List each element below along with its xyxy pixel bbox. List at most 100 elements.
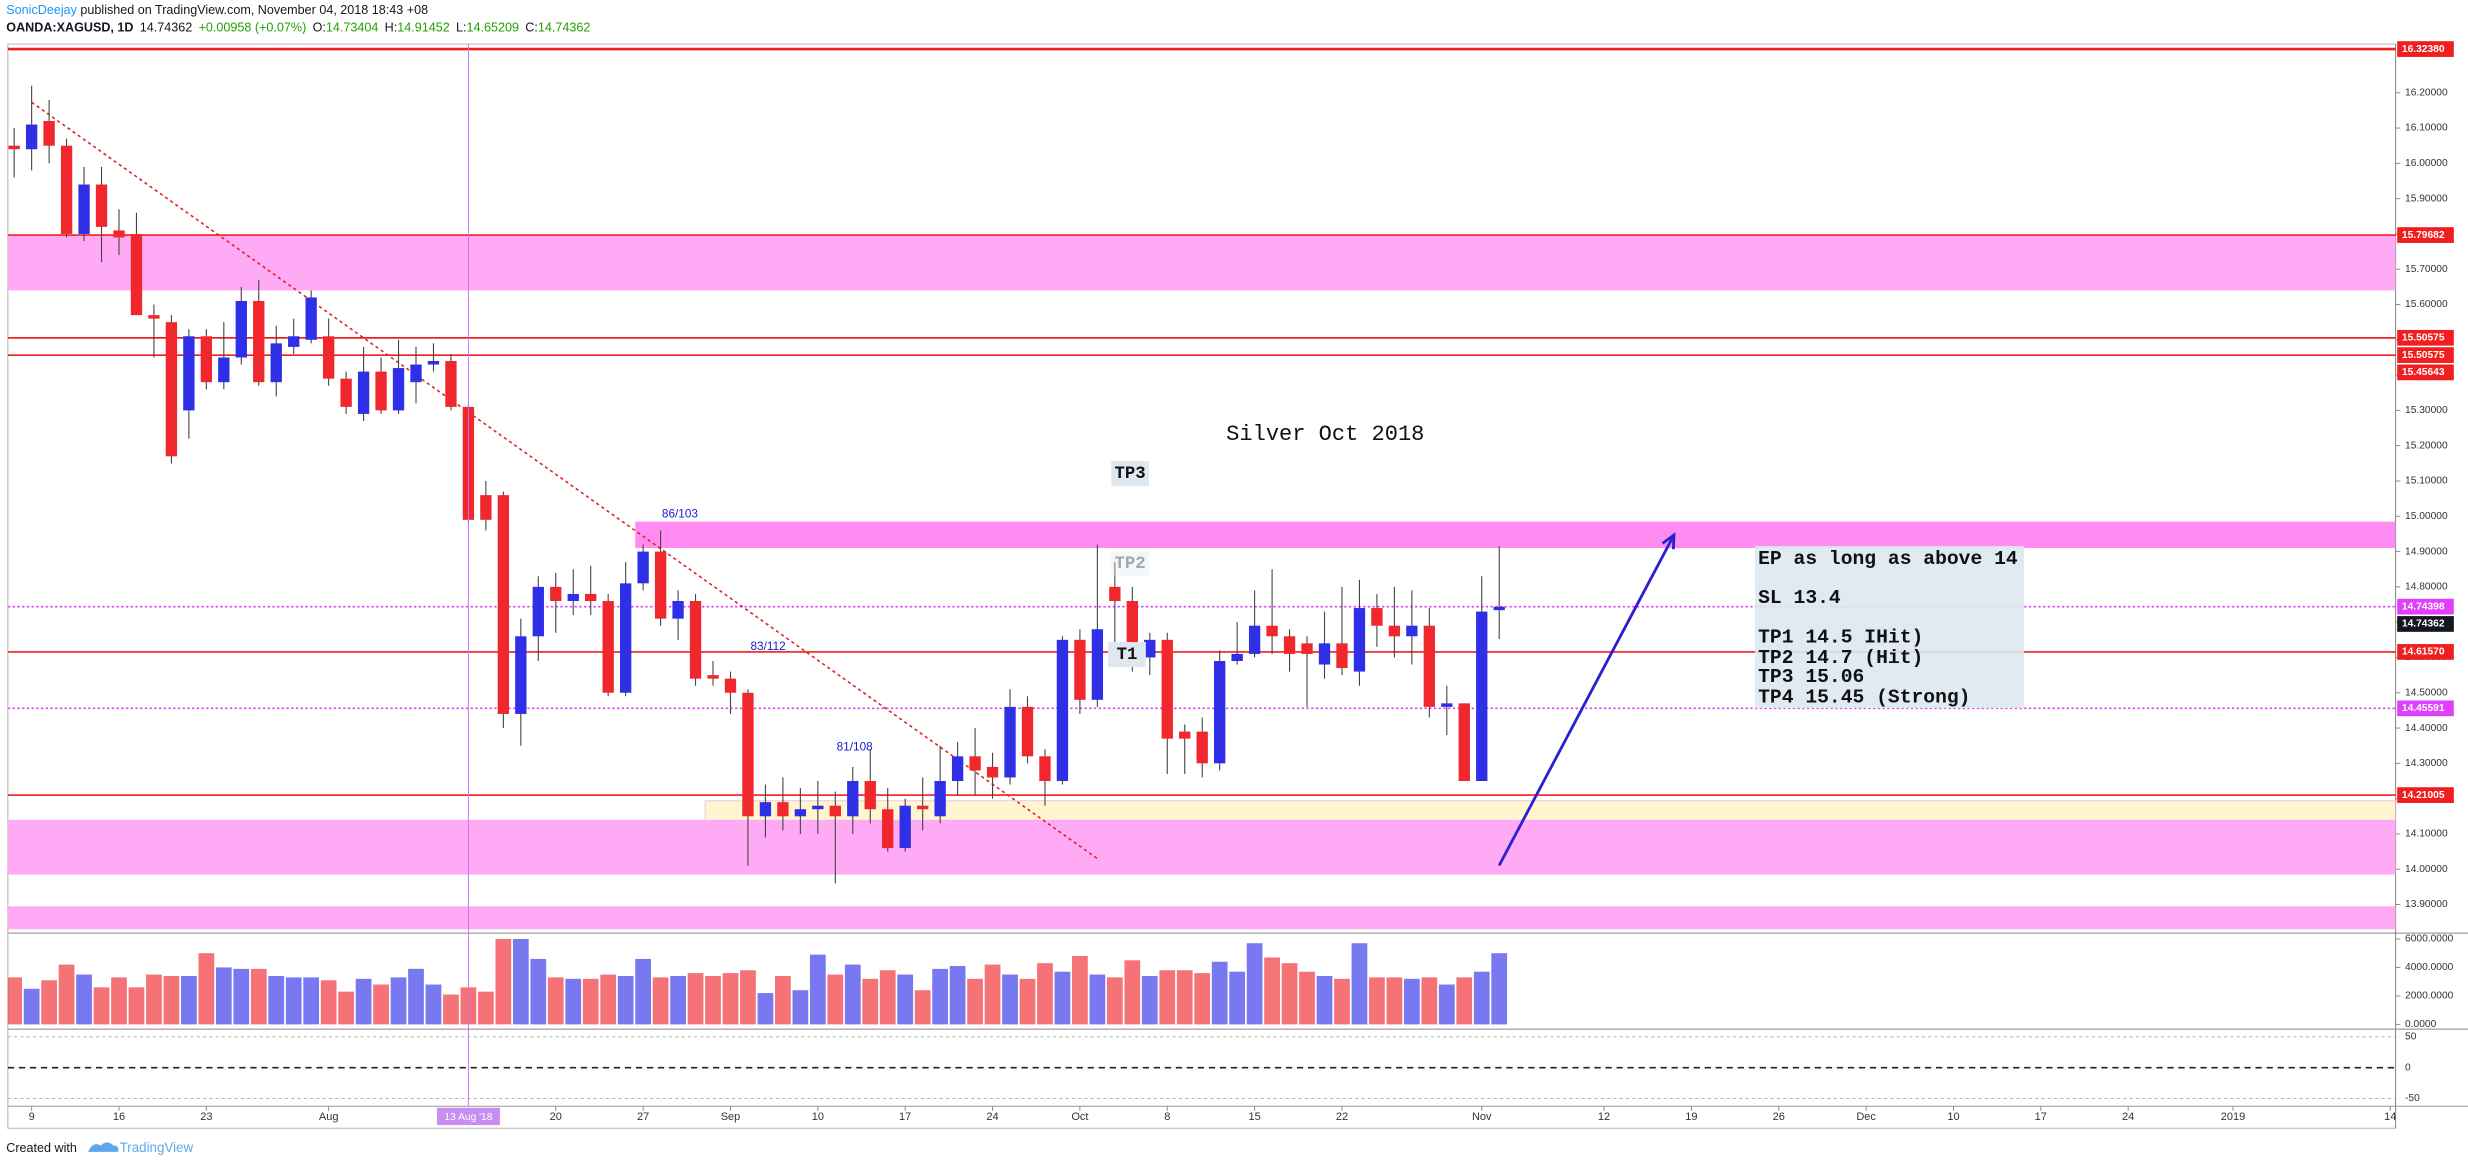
candle-body	[392, 368, 405, 411]
volume-bar	[285, 977, 302, 1025]
x-tick-label: 14	[2384, 1111, 2396, 1123]
volume-bar	[949, 966, 966, 1025]
candle-body	[200, 336, 213, 383]
volume-bar	[740, 970, 756, 1025]
candle-body	[1441, 703, 1453, 707]
candle-body	[43, 121, 55, 146]
symbol: OANDA:XAGUSD, 1D	[6, 21, 133, 35]
volume-bar	[984, 964, 1001, 1025]
candle-body	[497, 495, 510, 714]
candle-body	[619, 583, 632, 693]
volume-bar	[1159, 970, 1176, 1025]
candle-body	[864, 780, 876, 810]
chart-title: Silver Oct 2018	[1226, 422, 1424, 447]
candle-body	[288, 336, 300, 347]
x-tick-label: 27	[637, 1111, 649, 1123]
level-label: 14.61570	[2402, 647, 2445, 658]
candle-body	[1109, 586, 1121, 601]
x-tick-label: 26	[1773, 1111, 1785, 1123]
volume-bar	[547, 977, 564, 1025]
y-tick-label: 14.40000	[2405, 723, 2448, 734]
volume-bar	[1229, 971, 1246, 1025]
volume-bar	[932, 968, 949, 1025]
header-line-1: SonicDeejay published on TradingView.com…	[6, 3, 428, 17]
y-tick-label: 14.90000	[2405, 546, 2448, 557]
candle-body	[8, 145, 20, 150]
osc-tick-label: 0	[2405, 1062, 2411, 1073]
x-tick-label: 10	[812, 1111, 824, 1123]
candle-body	[1161, 639, 1173, 739]
candle-body	[602, 600, 614, 693]
x-tick-label: 10	[1947, 1111, 1959, 1123]
volume-bar	[565, 978, 582, 1025]
volume-bar	[268, 975, 285, 1025]
candle-body	[1144, 639, 1156, 658]
y-tick-label: 13.90000	[2405, 899, 2448, 910]
y-tick-label: 14.00000	[2405, 864, 2448, 875]
volume-bar	[215, 967, 232, 1025]
candle-body	[1493, 606, 1505, 611]
volume-bar	[111, 977, 127, 1025]
plot-area	[7, 47, 2396, 930]
published: published on TradingView.com, November 0…	[77, 3, 428, 17]
level-label-bg	[2397, 329, 2454, 346]
candle-body	[1353, 608, 1366, 672]
volume-bar	[338, 991, 354, 1025]
plan-line: TP4 15.45 (Strong)	[1758, 686, 1970, 708]
x-tick-label: Dec	[1856, 1111, 1876, 1123]
candle-body	[322, 336, 335, 379]
x-tick-label: 24	[986, 1111, 998, 1123]
volume-bar	[1037, 963, 1053, 1025]
volume-bar	[862, 978, 879, 1025]
brand-logo	[88, 1142, 119, 1152]
x-tick-label: 16	[113, 1111, 125, 1123]
candle-body	[165, 322, 178, 457]
volume-bar	[41, 980, 57, 1025]
volume-bar	[1211, 961, 1228, 1025]
volume-bar	[967, 978, 983, 1025]
candle-body	[986, 766, 999, 778]
volume-bar	[670, 975, 686, 1025]
volume-bar	[914, 990, 931, 1025]
candle-body	[1318, 643, 1331, 665]
tp-tag: TP2	[1115, 555, 1146, 574]
level-label-bg	[2397, 347, 2454, 363]
volume-bar	[1299, 971, 1315, 1025]
candle-body	[689, 600, 702, 679]
volume-bar	[1456, 977, 1473, 1025]
volume-bar	[722, 973, 739, 1025]
volume-bar	[1334, 978, 1350, 1025]
volume-bar	[355, 978, 372, 1025]
candle-body	[305, 297, 317, 340]
volume-bar	[443, 994, 459, 1025]
x-tick-label: 17	[2035, 1111, 2047, 1123]
candle-body	[585, 593, 597, 601]
volume-bar	[1089, 974, 1106, 1025]
level-label-bg	[2397, 598, 2454, 615]
candle-body	[847, 780, 859, 817]
volume-bar	[897, 974, 914, 1025]
candle-body	[969, 756, 981, 771]
header-line-2: OANDA:XAGUSD, 1D 14.74362 +0.00958 (+0.07%…	[6, 21, 590, 35]
candle-body	[759, 802, 772, 817]
volume-bar	[163, 975, 180, 1025]
ohlc-value: 14.91452	[397, 21, 449, 35]
y-tick-label: 15.00000	[2405, 511, 2448, 522]
level-label-bg	[2397, 644, 2454, 660]
x-tick-label: 8	[1164, 1111, 1170, 1123]
candle-body	[515, 636, 527, 714]
candle-body	[1056, 639, 1069, 781]
arrow-head	[1661, 532, 1676, 550]
candle-body	[899, 805, 911, 849]
footer-prefix: Created with	[6, 1141, 77, 1155]
candle-body	[829, 805, 841, 817]
volume-bar	[1106, 977, 1123, 1025]
volume-bar	[582, 978, 599, 1025]
candle-body	[550, 586, 562, 601]
osc-tick-label: -50	[2405, 1093, 2420, 1104]
candle-body	[1126, 600, 1138, 654]
y-tick-label: 15.10000	[2405, 476, 2448, 487]
y-tick-label: 16.20000	[2405, 87, 2448, 98]
y-tick-label: 14.10000	[2405, 829, 2448, 840]
